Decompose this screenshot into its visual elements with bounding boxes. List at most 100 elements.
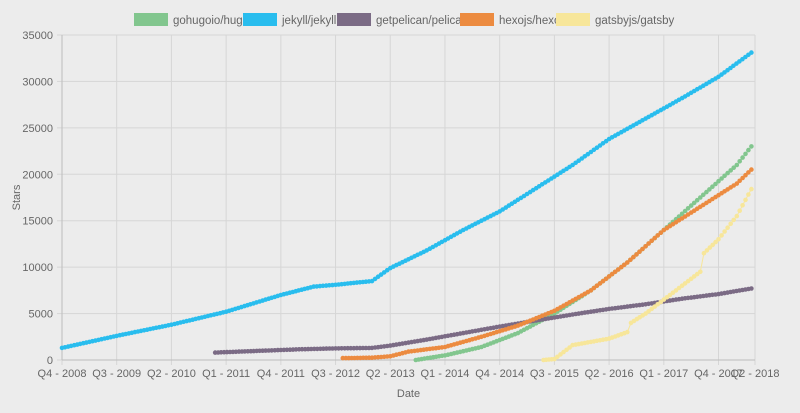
data-point[interactable] — [716, 178, 721, 184]
x-tick-label: Q3 - 2009 — [92, 368, 141, 380]
x-tick-label: Q4 - 2011 — [257, 368, 305, 380]
data-point[interactable] — [737, 159, 742, 164]
data-point[interactable] — [743, 197, 748, 203]
series-line — [415, 146, 752, 361]
data-point[interactable] — [652, 235, 657, 241]
grid — [57, 34, 756, 365]
data-point[interactable] — [749, 50, 754, 55]
data-point[interactable] — [646, 309, 651, 314]
data-point[interactable] — [701, 250, 707, 256]
data-point[interactable] — [746, 192, 751, 197]
y-axis-title: Stars — [11, 184, 23, 210]
data-point[interactable] — [625, 329, 630, 335]
data-point[interactable] — [691, 200, 697, 206]
data-point[interactable] — [634, 252, 639, 257]
x-tick-label: Q3 - 2012 — [311, 368, 360, 380]
data-point[interactable] — [749, 186, 754, 192]
data-point[interactable] — [728, 221, 733, 227]
data-point[interactable] — [615, 267, 621, 272]
data-point[interactable] — [734, 213, 740, 219]
y-tick-label: 10000 — [22, 262, 53, 274]
data-point[interactable] — [685, 206, 691, 211]
x-tick-label: Q1 - 2011 — [202, 368, 250, 380]
data-point[interactable] — [749, 286, 754, 291]
data-point[interactable] — [722, 229, 727, 234]
data-point[interactable] — [698, 269, 703, 275]
data-point[interactable] — [631, 254, 636, 260]
data-point[interactable] — [694, 197, 700, 203]
x-tick-label: Q3 - 2015 — [530, 368, 579, 380]
data-point[interactable] — [716, 237, 721, 242]
data-point[interactable] — [737, 178, 742, 184]
data-point[interactable] — [643, 244, 648, 249]
series-jekyll-jekyll — [59, 50, 754, 351]
data-point[interactable] — [713, 239, 718, 245]
series-gatsbyjs-gatsby — [541, 186, 754, 363]
series-line — [342, 169, 752, 359]
data-point[interactable] — [743, 172, 748, 178]
data-point[interactable] — [555, 354, 560, 360]
legend-item[interactable]: hexojs/hexo — [460, 13, 560, 27]
data-point[interactable] — [740, 203, 745, 208]
data-point[interactable] — [710, 242, 715, 248]
legend-item[interactable]: getpelican/pelican — [337, 13, 468, 27]
data-point[interactable] — [722, 173, 727, 179]
data-point[interactable] — [710, 184, 715, 189]
data-point[interactable] — [655, 233, 660, 238]
data-point[interactable] — [731, 217, 736, 223]
series-hexojs-hexo — [340, 167, 754, 361]
data-point[interactable] — [625, 260, 630, 265]
x-tick-label: Q2 - 2013 — [366, 368, 415, 380]
legend-item[interactable]: jekyll/jekyll — [243, 13, 336, 27]
legend-label: hexojs/hexo — [499, 15, 560, 27]
data-point[interactable] — [646, 241, 651, 246]
data-point[interactable] — [728, 168, 733, 173]
x-tick-label: Q2 - 2010 — [147, 368, 196, 380]
data-point[interactable] — [737, 208, 742, 213]
data-point[interactable] — [698, 195, 703, 200]
data-point[interactable] — [658, 230, 664, 235]
data-point[interactable] — [749, 167, 754, 172]
data-point[interactable] — [746, 147, 751, 153]
data-point[interactable] — [719, 176, 724, 181]
data-point[interactable] — [707, 187, 712, 192]
legend-item[interactable]: gohugoio/hugo — [134, 13, 249, 27]
x-axis-title: Date — [397, 388, 420, 400]
data-point[interactable] — [682, 208, 688, 214]
data-point[interactable] — [743, 151, 748, 157]
data-point[interactable] — [704, 189, 709, 195]
y-tick-label: 25000 — [22, 123, 53, 135]
data-point[interactable] — [649, 238, 654, 244]
legend-label: jekyll/jekyll — [281, 15, 336, 27]
y-tick-label: 5000 — [29, 309, 53, 321]
data-point[interactable] — [679, 211, 685, 217]
data-point[interactable] — [628, 257, 633, 263]
data-point[interactable] — [707, 245, 713, 250]
x-tick-label: Q4 - 2008 — [38, 368, 87, 380]
legend-swatch — [337, 13, 371, 26]
y-tick-label: 15000 — [22, 216, 53, 228]
data-point[interactable] — [734, 181, 740, 186]
x-tick-label: Q2 - 2018 — [731, 368, 780, 380]
legend-swatch — [556, 13, 590, 26]
data-point[interactable] — [637, 249, 642, 254]
series-line — [543, 188, 752, 361]
data-point[interactable] — [701, 192, 706, 198]
data-point[interactable] — [740, 155, 745, 160]
data-point[interactable] — [713, 181, 718, 187]
data-point[interactable] — [725, 225, 730, 230]
data-point[interactable] — [740, 175, 745, 181]
data-point[interactable] — [749, 144, 754, 149]
data-point[interactable] — [746, 170, 751, 175]
y-tick-label: 30000 — [22, 76, 53, 88]
data-point[interactable] — [640, 246, 645, 252]
legend-item[interactable]: gatsbyjs/gatsby — [556, 13, 675, 27]
data-point[interactable] — [688, 203, 694, 208]
data-point[interactable] — [704, 248, 710, 253]
data-point[interactable] — [731, 165, 736, 170]
data-point[interactable] — [734, 162, 740, 168]
data-point[interactable] — [725, 170, 730, 176]
data-point[interactable] — [719, 233, 724, 238]
x-tick-label: Q4 - 2017 — [694, 368, 743, 380]
